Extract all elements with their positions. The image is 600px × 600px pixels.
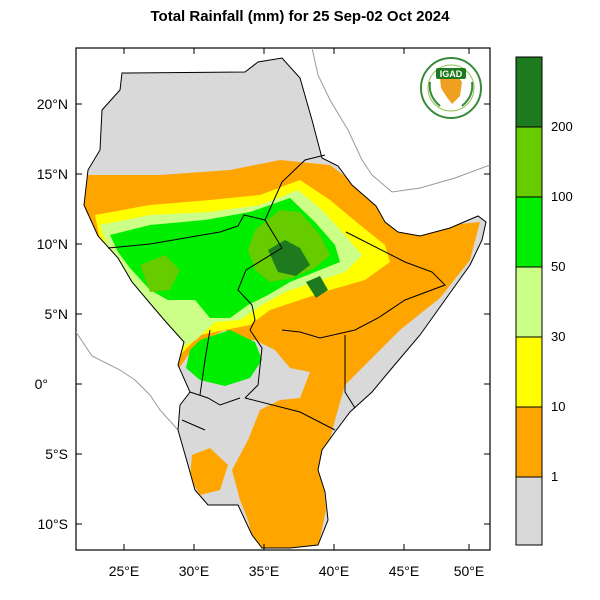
arabian-peninsula-coast — [311, 48, 490, 193]
colorbar-swatch — [515, 196, 543, 268]
colorbar-label: 10 — [551, 399, 565, 414]
lon-tick-label: 50°E — [454, 563, 485, 579]
lat-tick-label: 5°N — [45, 306, 69, 322]
colorbar-swatch — [515, 126, 543, 198]
lon-tick-label: 25°E — [109, 563, 140, 579]
south-sudan-ethiopia-border — [237, 247, 283, 331]
kenya-tanzania-border — [244, 397, 336, 431]
country-borders — [83, 57, 487, 549]
region-outline — [83, 57, 487, 549]
longitude-axis: 25°E 30°E 35°E 40°E 45°E 50°E — [109, 48, 485, 579]
colorbar-label: 50 — [551, 259, 565, 274]
africa-silhouette-icon — [440, 74, 462, 104]
sudan-south-sudan-border — [107, 214, 283, 249]
igad-logo: IGAD — [420, 57, 482, 119]
tanzania-west-border — [181, 419, 206, 431]
laurel-icon — [428, 81, 474, 107]
lat-tick-label: 20°N — [37, 96, 68, 112]
lat-tick-label: 15°N — [37, 166, 68, 182]
uganda-kenya-border — [244, 329, 263, 399]
rain-patch-south — [190, 448, 228, 495]
lon-tick-label: 35°E — [249, 563, 280, 579]
lat-tick-label: 10°S — [37, 516, 68, 532]
rain-patch-lake-victoria — [186, 330, 262, 386]
logo-inner-ring — [427, 64, 475, 112]
colorbar-label: 200 — [551, 119, 573, 134]
sudan-ethiopia-border — [264, 154, 326, 221]
lat-tick-label: 0° — [35, 376, 48, 392]
lon-tick-label: 40°E — [319, 563, 350, 579]
rain-patch-extreme-2 — [306, 276, 328, 298]
colorbar-label: 1 — [551, 469, 558, 484]
rain-band-extreme — [268, 240, 310, 276]
lon-tick-label: 45°E — [389, 563, 420, 579]
rwanda-burundi-border — [189, 391, 241, 406]
lat-tick-label: 5°S — [45, 446, 68, 462]
map-title: Total Rainfall (mm) for 25 Sep-02 Oct 20… — [150, 8, 450, 25]
ethiopia-somalia-border — [281, 231, 446, 339]
colorbar-swatch — [515, 56, 543, 128]
kenya-somalia-border — [344, 335, 356, 409]
colorbar: 200 100 50 30 10 1 — [515, 56, 573, 546]
lon-tick-label: 30°E — [179, 563, 210, 579]
africa-west-coast — [76, 331, 179, 431]
colorbar-swatch — [515, 406, 543, 478]
colorbar-swatch — [515, 336, 543, 408]
colorbar-label: 30 — [551, 329, 565, 344]
lat-tick-label: 10°N — [37, 236, 68, 252]
logo-text: IGAD — [440, 69, 463, 79]
rain-patch-sudan-high — [140, 255, 180, 292]
colorbar-label: 100 — [551, 189, 573, 204]
uganda-west-border — [199, 329, 211, 396]
colorbar-swatch — [515, 476, 543, 546]
latitude-axis: 20°N 15°N 10°N 5°N 0° 5°S 10°S — [35, 96, 490, 532]
colorbar-swatch — [515, 266, 543, 338]
